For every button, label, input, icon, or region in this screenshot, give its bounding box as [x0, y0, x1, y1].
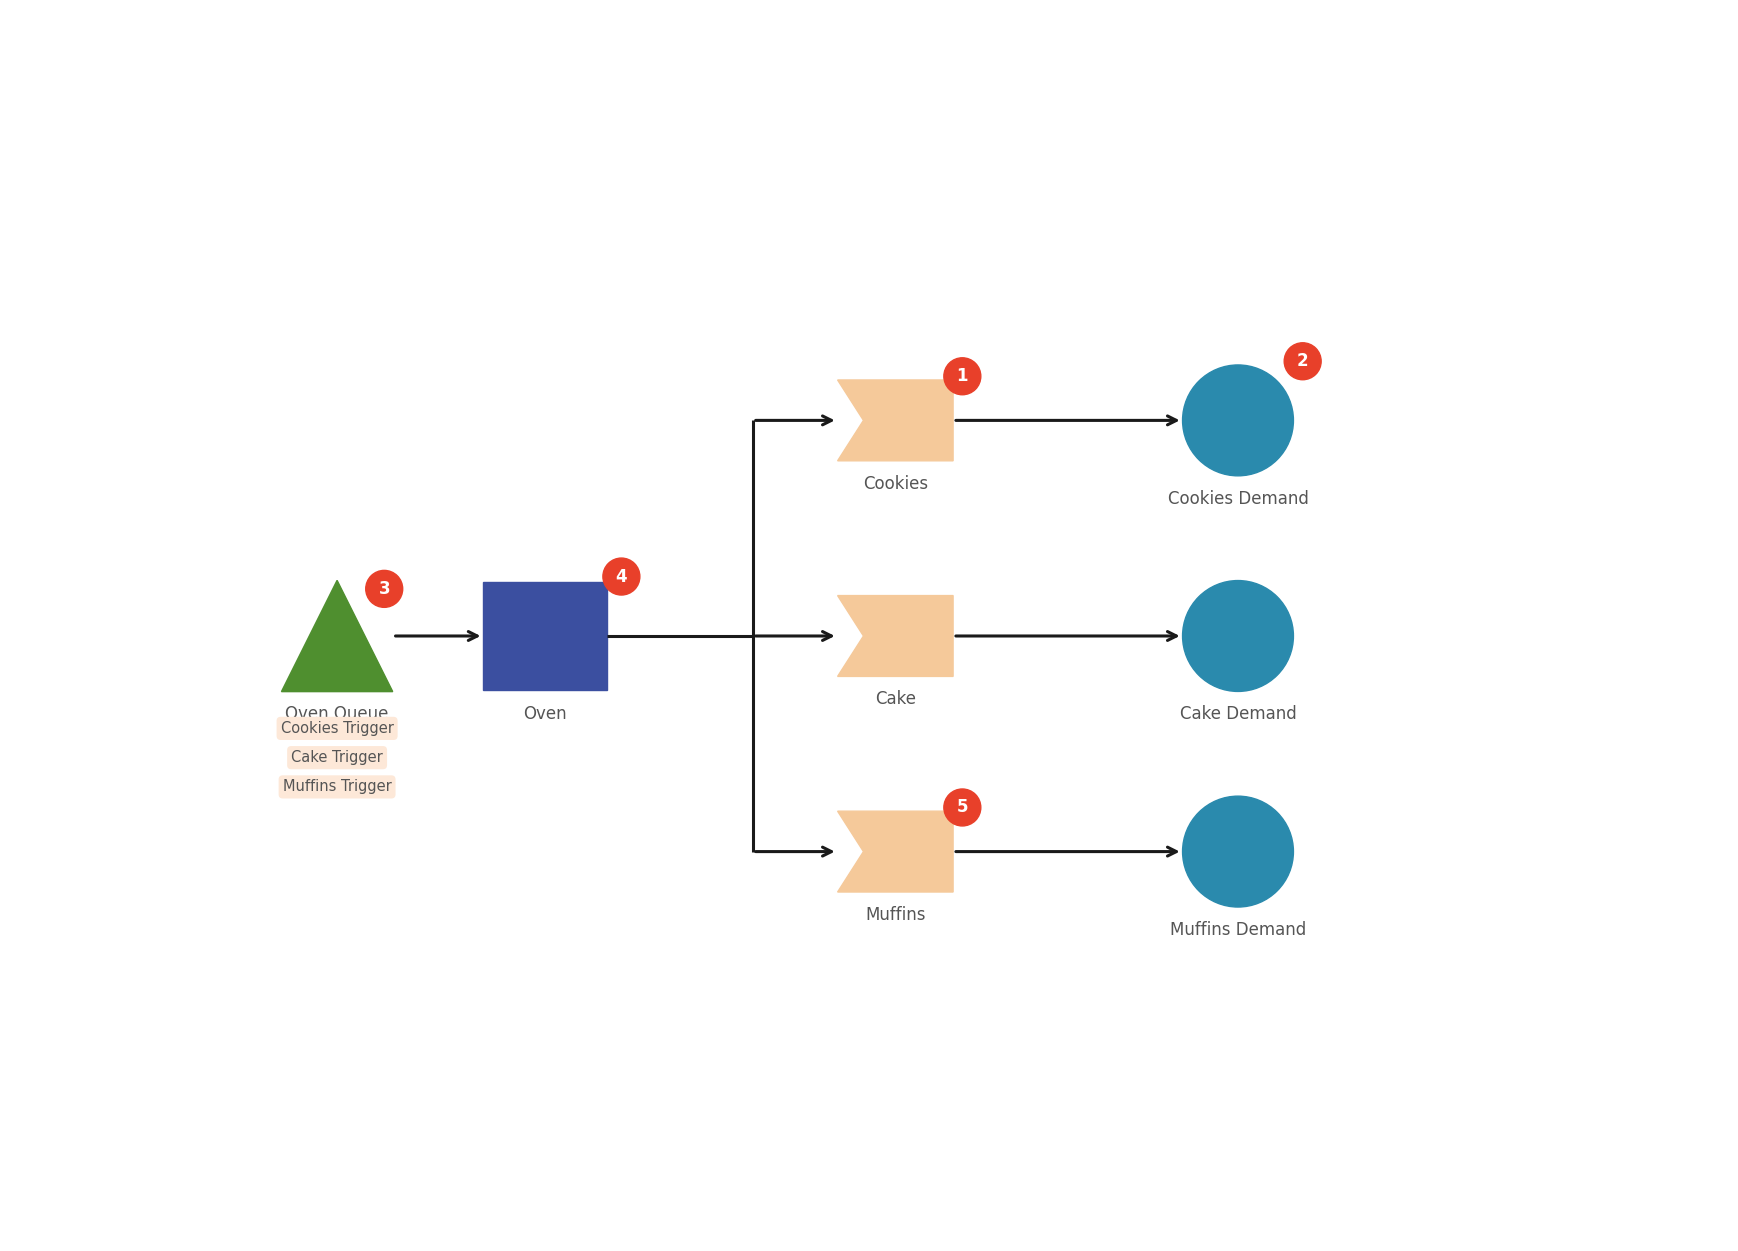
Circle shape: [1182, 580, 1293, 692]
Text: Cookies: Cookies: [862, 474, 928, 493]
Text: 2: 2: [1297, 353, 1309, 370]
Text: Muffins: Muffins: [866, 906, 926, 924]
Text: 1: 1: [956, 368, 968, 385]
Circle shape: [365, 570, 403, 607]
Text: Oven Queue: Oven Queue: [285, 706, 389, 723]
Text: 5: 5: [956, 798, 968, 817]
Polygon shape: [838, 595, 952, 677]
Text: Cookies Trigger: Cookies Trigger: [280, 721, 393, 736]
Circle shape: [1182, 365, 1293, 475]
Text: Oven: Oven: [523, 706, 567, 723]
Circle shape: [1284, 343, 1321, 380]
Text: Cake: Cake: [874, 691, 916, 708]
Bar: [483, 582, 607, 689]
Text: Muffins Trigger: Muffins Trigger: [283, 779, 391, 794]
Text: 4: 4: [615, 568, 627, 585]
Text: Cake Demand: Cake Demand: [1180, 706, 1297, 723]
Text: Cookies Demand: Cookies Demand: [1168, 489, 1309, 508]
Circle shape: [1182, 796, 1293, 907]
Circle shape: [944, 789, 980, 826]
Polygon shape: [838, 380, 952, 460]
Circle shape: [944, 358, 980, 395]
Polygon shape: [282, 580, 393, 692]
Text: Cake Trigger: Cake Trigger: [292, 751, 382, 766]
Text: 3: 3: [379, 580, 389, 598]
Polygon shape: [838, 811, 952, 892]
Text: Muffins Demand: Muffins Demand: [1170, 921, 1307, 940]
Circle shape: [603, 558, 640, 595]
